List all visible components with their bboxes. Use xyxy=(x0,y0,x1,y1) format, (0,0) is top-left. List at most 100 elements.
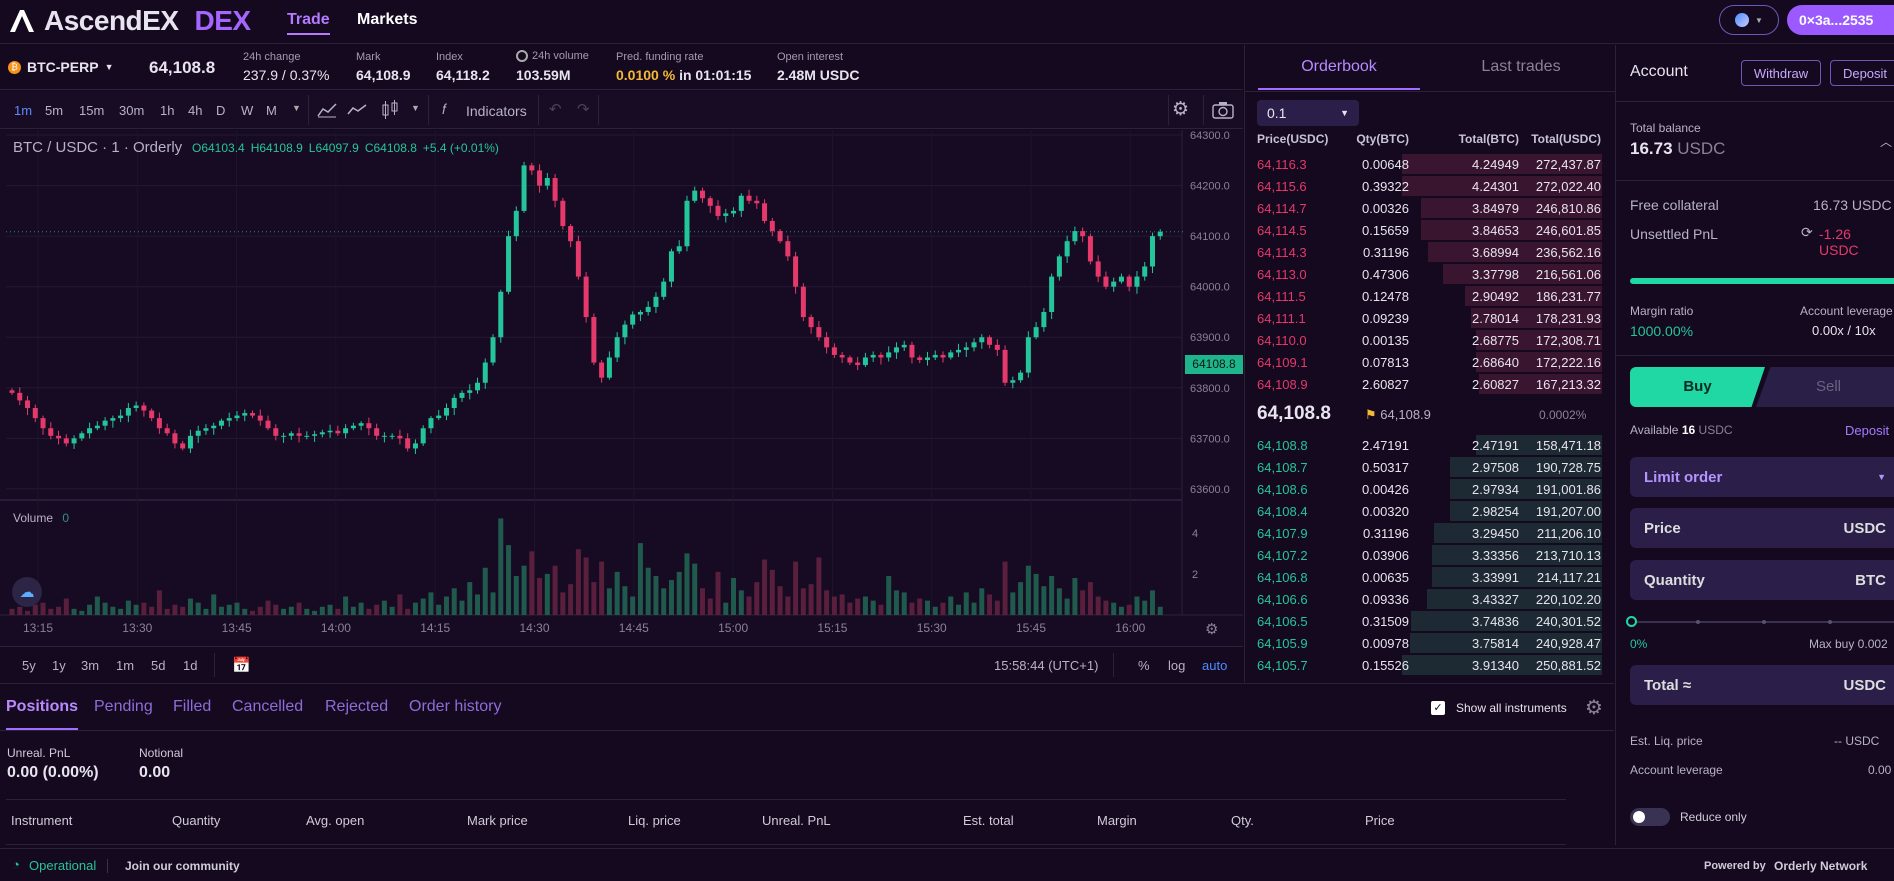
chart-type-icon[interactable] xyxy=(317,102,337,118)
timeframe-d[interactable]: D xyxy=(216,103,226,118)
timeframe-30m[interactable]: 30m xyxy=(119,103,145,118)
margin-ratio-bar xyxy=(1630,278,1894,284)
precision-select[interactable]: 0.1 ▼ xyxy=(1257,100,1359,126)
bid-row[interactable]: 64,107.2 0.03906 3.33356 213,710.13 xyxy=(1245,544,1615,566)
indicators-button[interactable]: Indicators xyxy=(466,103,527,119)
volume-bar xyxy=(1103,600,1109,615)
range-5d[interactable]: 5d xyxy=(151,658,166,673)
timeframe-5m[interactable]: 5m xyxy=(45,103,64,118)
redo-icon[interactable]: ↷ xyxy=(577,101,590,118)
ask-row[interactable]: 64,109.1 0.07813 2.68640 172,222.16 xyxy=(1245,351,1615,373)
tab-rejected[interactable]: Rejected xyxy=(325,698,389,715)
nav-trade[interactable]: Trade xyxy=(287,11,330,35)
ask-row[interactable]: 64,114.3 0.31196 3.68994 236,562.16 xyxy=(1245,241,1615,263)
camera-icon[interactable] xyxy=(1212,101,1234,119)
ask-row[interactable]: 64,110.0 0.00135 2.68775 172,308.71 xyxy=(1245,329,1615,351)
timeframe-m[interactable]: M xyxy=(266,103,277,118)
price-label: Price xyxy=(1644,519,1681,537)
tab-last-trades[interactable]: Last trades xyxy=(1481,58,1561,75)
bid-row[interactable]: 64,106.8 0.00635 3.33991 214,117.21 xyxy=(1245,566,1615,588)
deposit-button[interactable]: Deposit xyxy=(1830,60,1894,86)
bid-row[interactable]: 64,107.9 0.31196 3.29450 211,206.10 xyxy=(1245,522,1615,544)
bid-row[interactable]: 64,105.9 0.00978 3.75814 240,928.47 xyxy=(1245,632,1615,654)
timeframe-1h[interactable]: 1h xyxy=(160,103,175,118)
cloud-icon[interactable]: ☁ xyxy=(12,577,42,607)
nav-markets[interactable]: Markets xyxy=(357,11,418,28)
timeframe-15m[interactable]: 15m xyxy=(79,103,105,118)
indicators-icon[interactable]: 𝑓 xyxy=(442,101,447,117)
candlestick-chart[interactable]: 64300.0 64200.0 64100.0 64000.0 63900.0 63800… xyxy=(0,130,1243,646)
community-link[interactable]: Join our community xyxy=(125,859,240,873)
network-selector[interactable]: ▼ xyxy=(1719,5,1779,35)
line-chart-icon[interactable] xyxy=(347,102,367,118)
settings-gear-icon[interactable]: ⚙ xyxy=(1172,99,1190,120)
volume-bar xyxy=(645,567,651,615)
chevron-down-icon[interactable]: ▼ xyxy=(411,103,420,113)
depth-bar xyxy=(1471,308,1602,328)
ask-row[interactable]: 64,116.3 0.00648 4.24949 272,437.87 xyxy=(1245,153,1615,175)
bid-row[interactable]: 64,108.8 2.47191 2.47191 158,471.18 xyxy=(1245,434,1615,456)
quantity-input[interactable]: Quantity BTC xyxy=(1630,560,1894,600)
quantity-slider-handle[interactable] xyxy=(1626,616,1637,627)
ask-row[interactable]: 64,113.0 0.47306 3.37798 216,561.06 xyxy=(1245,263,1615,285)
volume-bar xyxy=(948,596,954,615)
show-all-checkbox[interactable]: ✓ xyxy=(1431,701,1445,715)
chevron-up-icon[interactable]: ︿ xyxy=(1880,135,1893,149)
wallet-button[interactable]: 0×3a...2535 xyxy=(1787,5,1894,35)
volume-bar xyxy=(32,604,38,615)
total-input[interactable]: Total ≈ USDC xyxy=(1630,665,1894,705)
range-1d[interactable]: 1d xyxy=(183,658,198,673)
range-5y[interactable]: 5y xyxy=(22,658,36,673)
tab-filled[interactable]: Filled xyxy=(173,698,212,715)
ask-row[interactable]: 64,114.7 0.00326 3.84979 246,810.86 xyxy=(1245,197,1615,219)
settle-refresh-icon[interactable]: ⟳ xyxy=(1801,224,1813,240)
bid-row[interactable]: 64,108.4 0.00320 2.98254 191,207.00 xyxy=(1245,500,1615,522)
settings-gear-icon[interactable]: ⚙ xyxy=(1585,697,1603,719)
withdraw-button[interactable]: Withdraw xyxy=(1741,60,1821,86)
orderly-network-logo[interactable]: Orderly Network xyxy=(1774,859,1868,873)
deposit-link[interactable]: Deposit xyxy=(1845,423,1890,438)
range-3m[interactable]: 3m xyxy=(81,658,100,673)
ask-row[interactable]: 64,115.6 0.39322 4.24301 272,022.40 xyxy=(1245,175,1615,197)
log-toggle[interactable]: log xyxy=(1168,658,1186,673)
bid-row[interactable]: 64,106.6 0.09336 3.43327 220,102.20 xyxy=(1245,588,1615,610)
col-qty: Qty. xyxy=(1231,813,1254,828)
range-1m[interactable]: 1m xyxy=(116,658,135,673)
range-1y[interactable]: 1y xyxy=(52,658,66,673)
calendar-icon[interactable]: 📅 xyxy=(232,657,251,674)
timeframe-4h[interactable]: 4h xyxy=(188,103,203,118)
bid-row[interactable]: 64,108.6 0.00426 2.97934 191,001.86 xyxy=(1245,478,1615,500)
candlestick-icon[interactable] xyxy=(381,100,399,120)
candle-body xyxy=(1072,231,1078,242)
ask-row[interactable]: 64,114.5 0.15659 3.84653 246,601.85 xyxy=(1245,219,1615,241)
ask-row[interactable]: 64,111.1 0.09239 2.78014 178,231.93 xyxy=(1245,307,1615,329)
bid-row[interactable]: 64,108.7 0.50317 2.97508 190,728.75 xyxy=(1245,456,1615,478)
undo-icon[interactable]: ↶ xyxy=(549,101,562,118)
auto-toggle[interactable]: auto xyxy=(1202,658,1228,673)
candle-body xyxy=(1041,311,1047,328)
bid-row[interactable]: 64,106.5 0.31509 3.74836 240,301.52 xyxy=(1245,610,1615,632)
price-chart[interactable]: 64300.0 64200.0 64100.0 64000.0 63900.0 63800… xyxy=(0,130,1243,646)
tab-orderbook[interactable]: Orderbook xyxy=(1258,45,1420,90)
tab-cancelled[interactable]: Cancelled xyxy=(232,698,304,715)
tab-pending[interactable]: Pending xyxy=(94,698,153,715)
buy-button[interactable]: Buy xyxy=(1630,367,1765,407)
percent-toggle[interactable]: % xyxy=(1138,658,1150,673)
divider xyxy=(1616,355,1894,356)
tab-order-history[interactable]: Order history xyxy=(409,698,502,715)
symbol-selector[interactable]: ₿ BTC-PERP ▼ xyxy=(8,59,113,75)
bid-row[interactable]: 64,105.7 0.15526 3.91340 250,881.52 xyxy=(1245,654,1615,676)
reduce-only-toggle[interactable] xyxy=(1630,808,1670,826)
candle-body xyxy=(808,317,814,328)
sell-button[interactable]: Sell xyxy=(1756,367,1894,407)
tab-positions[interactable]: Positions xyxy=(6,698,79,730)
price-input[interactable]: Price USDC xyxy=(1630,508,1894,548)
ask-row[interactable]: 64,111.5 0.12478 2.90492 186,231.77 xyxy=(1245,285,1615,307)
chevron-down-icon[interactable]: ▼ xyxy=(292,103,301,113)
toggle-knob xyxy=(1633,811,1645,823)
logo[interactable]: AscendEX DEX xyxy=(8,5,251,36)
ask-row[interactable]: 64,108.9 2.60827 2.60827 167,213.32 xyxy=(1245,373,1615,395)
timeframe-1m[interactable]: 1m xyxy=(14,103,33,118)
timeframe-w[interactable]: W xyxy=(241,103,254,118)
order-type-select[interactable]: Limit order ▼ xyxy=(1630,457,1894,497)
